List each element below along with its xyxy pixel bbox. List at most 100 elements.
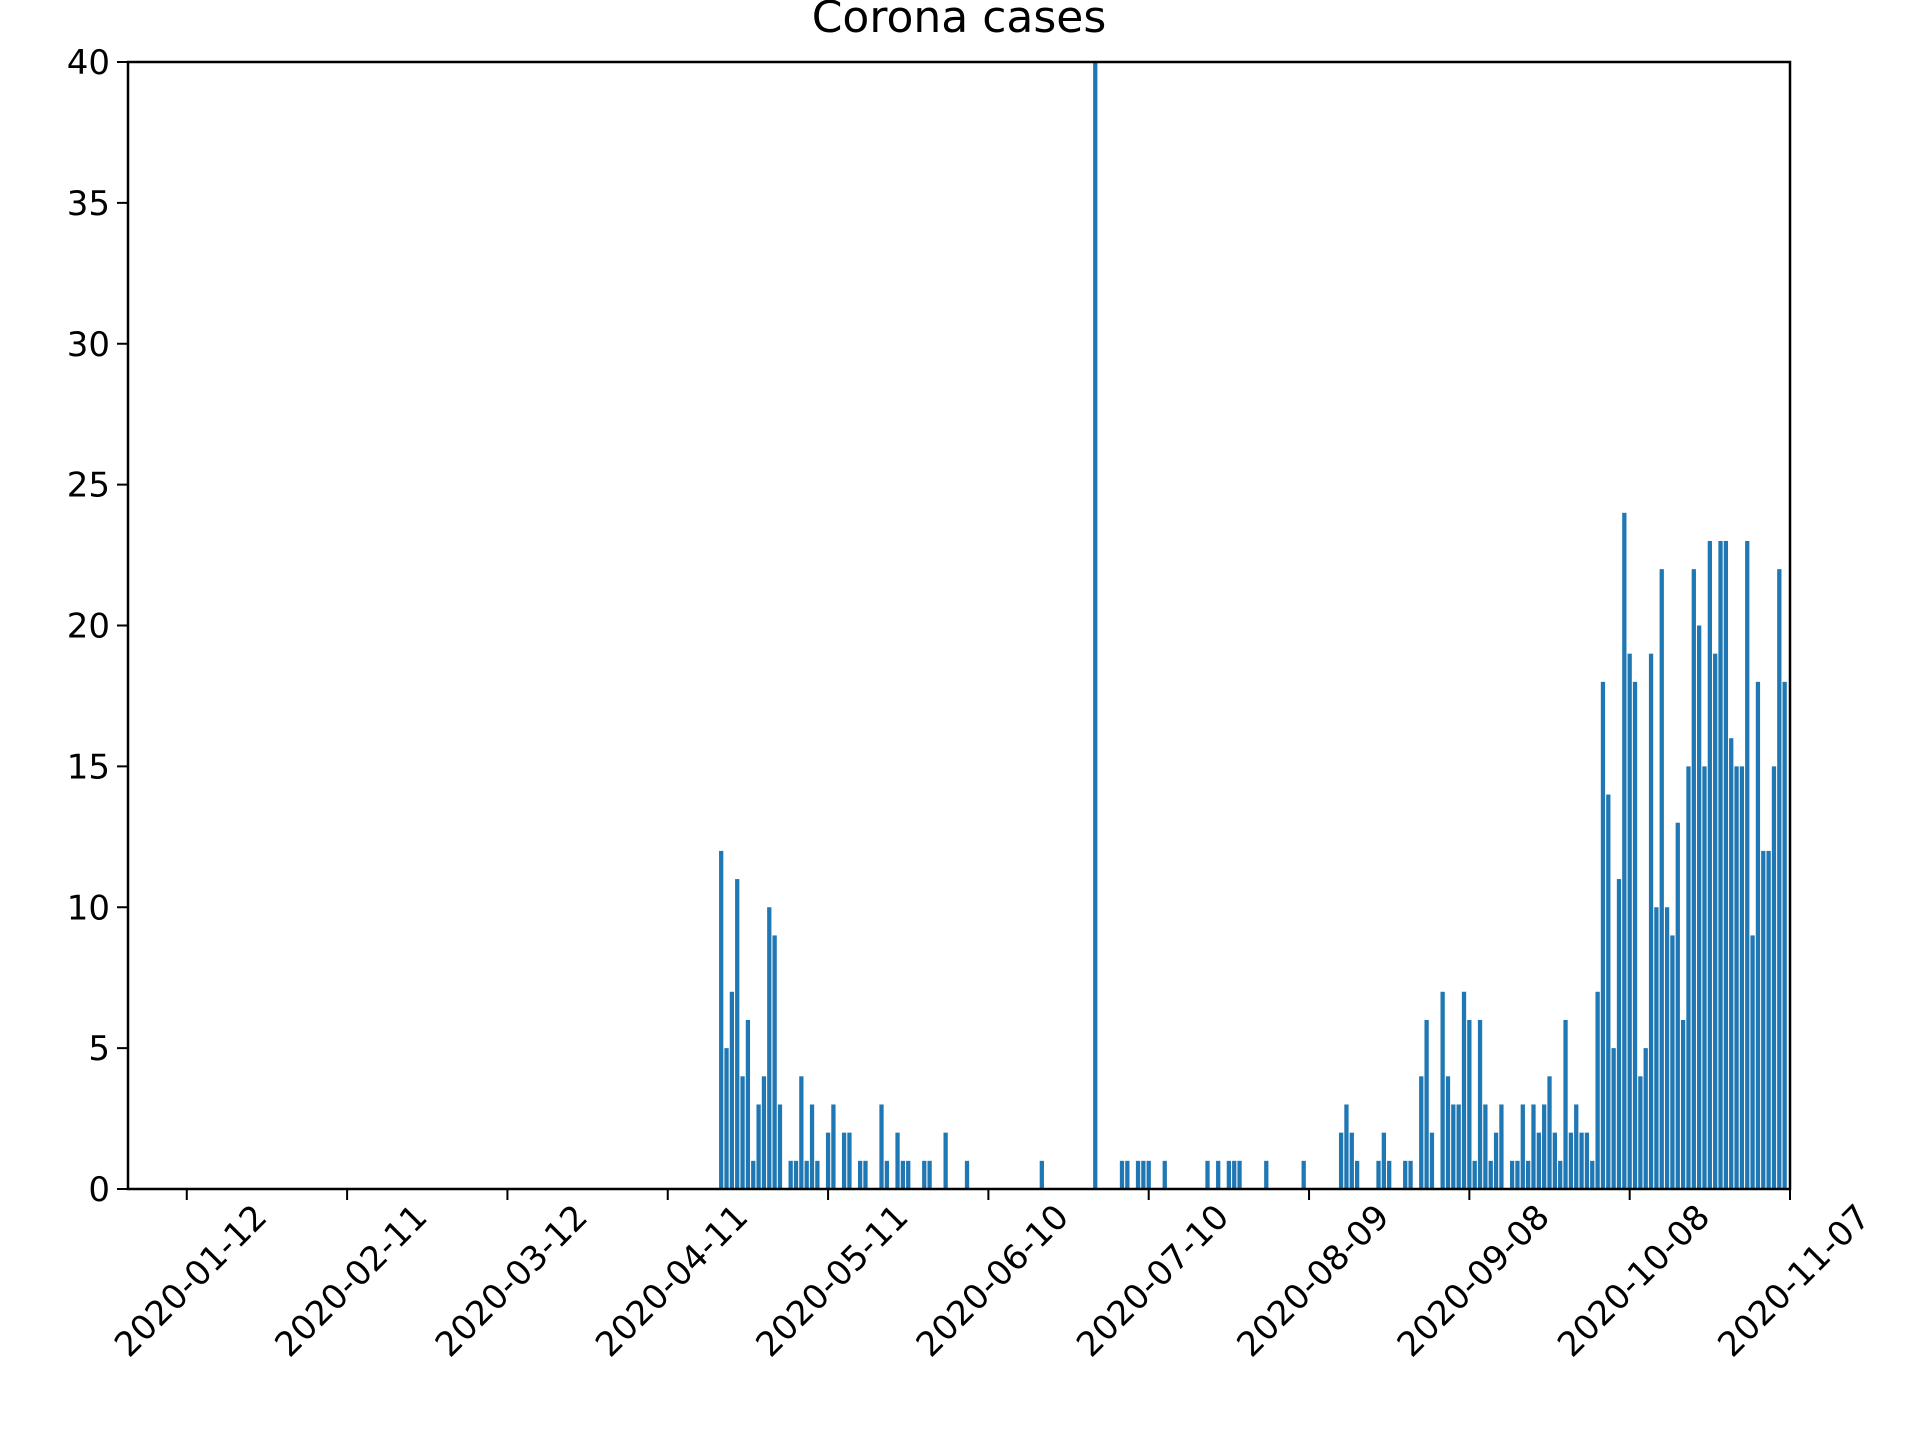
x-tick-label: 2020-07-10 [1069, 1197, 1237, 1365]
bar [740, 1076, 745, 1189]
bar [1119, 1160, 1125, 1189]
bar [1408, 1160, 1413, 1189]
bar [1232, 1160, 1237, 1189]
x-tick-label: 2020-06-10 [909, 1197, 1077, 1365]
bar [772, 935, 777, 1189]
bar [767, 907, 772, 1189]
bar [1632, 681, 1638, 1189]
bar [1761, 850, 1766, 1189]
bar [1547, 1076, 1552, 1189]
bar [1039, 1160, 1044, 1189]
bars [719, 62, 1787, 1189]
bar [1723, 540, 1729, 1189]
bar [884, 1160, 889, 1189]
y-tick-label: 35 [67, 184, 110, 224]
bar [1349, 1132, 1354, 1189]
bar [1429, 1132, 1435, 1189]
bar [735, 879, 740, 1189]
bar [804, 1160, 809, 1189]
y-tick-label: 10 [67, 888, 110, 928]
bar [809, 1104, 815, 1189]
bar [1697, 625, 1702, 1189]
bar [863, 1160, 868, 1189]
bar [1146, 1160, 1151, 1189]
bar [1729, 738, 1734, 1189]
bar [1611, 1048, 1616, 1189]
bar [825, 1132, 831, 1189]
bar [831, 1104, 836, 1189]
bar [1713, 653, 1718, 1189]
y-tick-label: 15 [67, 747, 110, 787]
bar [1675, 822, 1680, 1189]
bar [1226, 1160, 1232, 1189]
bar [1616, 879, 1622, 1189]
bar [1520, 1104, 1525, 1189]
y-tick-label: 5 [88, 1029, 110, 1069]
bar [756, 1104, 761, 1189]
bar [1745, 540, 1750, 1189]
bar [1584, 1132, 1590, 1189]
y-tick-label: 0 [88, 1170, 110, 1210]
bar [922, 1160, 927, 1189]
x-tick-label: 2020-01-12 [107, 1197, 275, 1365]
bar [1627, 653, 1632, 1189]
bar [943, 1132, 948, 1189]
bar [1472, 1160, 1477, 1189]
bar [1739, 766, 1745, 1189]
bar [1344, 1104, 1349, 1189]
bar [1424, 1019, 1429, 1189]
bar [1536, 1132, 1541, 1189]
bar [1216, 1160, 1221, 1189]
bar [1648, 653, 1654, 1189]
bar [1718, 540, 1723, 1189]
bar [1691, 569, 1696, 1189]
bar [1125, 1160, 1130, 1189]
bar [1162, 1160, 1167, 1189]
x-tick-label: 2020-02-11 [267, 1197, 435, 1365]
bar [857, 1160, 863, 1189]
bar [1499, 1104, 1504, 1189]
bar [1338, 1132, 1344, 1189]
bar [1595, 991, 1600, 1189]
bar [1664, 907, 1670, 1189]
bar [1440, 991, 1445, 1189]
bar [927, 1160, 932, 1189]
bar [1766, 850, 1771, 1189]
bar [815, 1160, 820, 1189]
bar [841, 1132, 847, 1189]
bar [1237, 1160, 1242, 1189]
bar [761, 1076, 767, 1189]
bar [799, 1076, 804, 1189]
x-tick-label: 2020-04-11 [588, 1197, 756, 1365]
bar [1707, 540, 1712, 1189]
bar [1574, 1104, 1579, 1189]
bar [788, 1160, 793, 1189]
bar [1542, 1104, 1547, 1189]
x-tick-label: 2020-10-08 [1550, 1197, 1718, 1365]
bar [1445, 1076, 1451, 1189]
bar [1531, 1104, 1536, 1189]
bar [1477, 1019, 1483, 1189]
bar [879, 1104, 884, 1189]
bar [1403, 1160, 1408, 1189]
bar [1515, 1160, 1520, 1189]
bar [1461, 991, 1467, 1189]
bar [1509, 1160, 1515, 1189]
bar [793, 1160, 799, 1189]
bar [1702, 766, 1707, 1189]
bar [1558, 1160, 1563, 1189]
bar [1205, 1160, 1210, 1189]
bar [1686, 766, 1691, 1189]
bar [1387, 1160, 1392, 1189]
bar [1376, 1160, 1381, 1189]
x-tick-label: 2020-08-09 [1229, 1197, 1397, 1365]
chart-title: Corona cases [812, 0, 1107, 43]
bar [751, 1160, 756, 1189]
bar [1600, 681, 1606, 1189]
bar [1670, 935, 1675, 1189]
bar [719, 850, 724, 1189]
bar [1771, 766, 1777, 1189]
bar [1456, 1104, 1461, 1189]
bar [1135, 1160, 1141, 1189]
